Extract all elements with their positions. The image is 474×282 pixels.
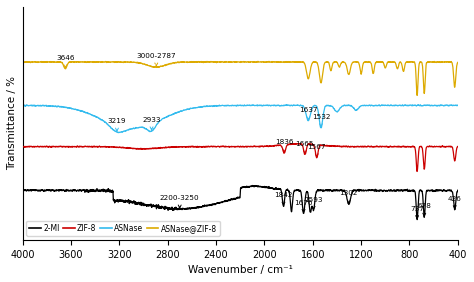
Text: 3219: 3219 [108,118,126,131]
Text: 1637: 1637 [299,107,318,120]
Text: 1567: 1567 [308,144,326,157]
Text: 1302: 1302 [339,190,358,203]
X-axis label: Wavenumber / cm⁻¹: Wavenumber / cm⁻¹ [188,265,292,275]
Text: 678: 678 [417,203,431,216]
Text: 737: 737 [410,206,424,219]
Legend: 2-MI, ZIF-8, ASNase, ASNase@ZIF-8: 2-MI, ZIF-8, ASNase, ASNase@ZIF-8 [27,221,220,236]
Y-axis label: Transmittance / %: Transmittance / % [7,76,17,170]
Text: 3000-2787: 3000-2787 [137,53,176,66]
Text: 1676: 1676 [294,200,313,212]
Text: 3646: 3646 [56,55,74,68]
Text: 1532: 1532 [312,114,330,127]
Text: 2933: 2933 [142,117,161,130]
Text: 1836: 1836 [275,139,293,152]
Text: 426: 426 [448,196,462,208]
Text: 1593: 1593 [304,197,323,209]
Text: 2200-3250: 2200-3250 [160,195,200,208]
Text: 1665: 1665 [296,140,314,153]
Text: 1842: 1842 [274,192,293,205]
